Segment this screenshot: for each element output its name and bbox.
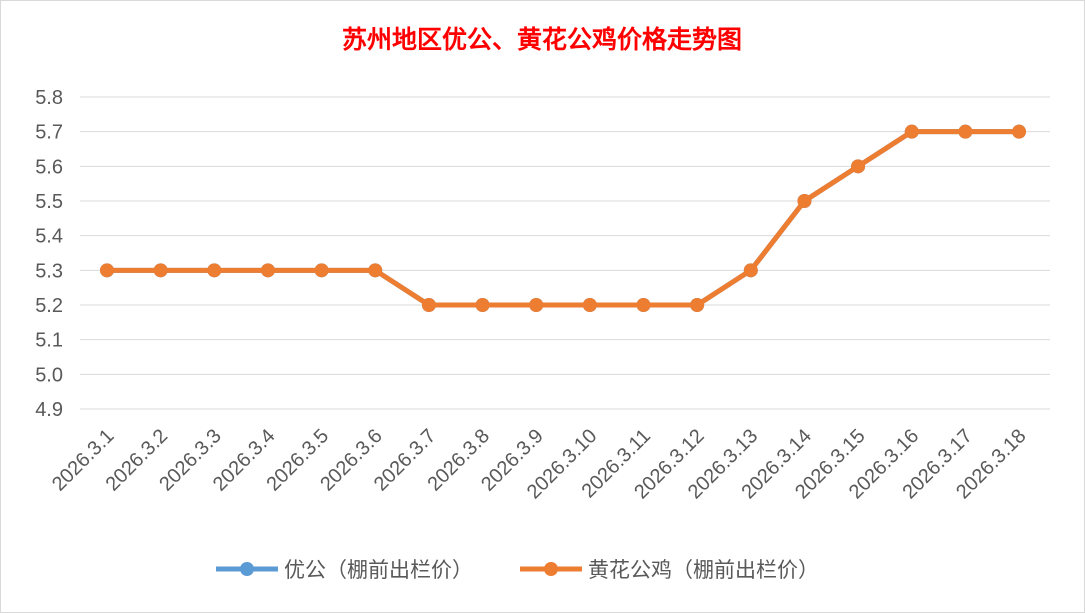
data-point [904,124,919,139]
series-line [107,129,1020,308]
data-point [207,263,222,278]
gridlines [80,96,1050,410]
y-tick-label: 4.9 [35,399,63,421]
legend-swatch-marker [544,562,558,576]
legend-item: 优公（棚前出栏价） [216,558,473,582]
y-tick-label: 5.1 [35,330,63,352]
series-1 [100,124,1027,312]
data-point [797,194,812,208]
y-tick-label: 5.0 [35,364,63,386]
legend-label: 黄花公鸡（棚前出栏价） [588,558,819,582]
series-2 [100,124,1027,312]
data-point [1012,124,1027,139]
data-point [475,298,490,312]
data-point [529,298,544,312]
data-point [100,263,114,278]
data-point [958,124,973,139]
y-tick-label: 5.4 [35,226,63,248]
data-point [260,263,275,278]
data-point [421,298,436,312]
series-layer [100,124,1027,312]
legend-label: 优公（棚前出栏价） [284,558,473,582]
x-axis-ticks: 2026.3.12026.3.22026.3.32026.3.42026.3.5… [48,425,1031,503]
y-tick-label: 5.7 [35,122,63,144]
data-point [636,298,651,312]
series-line [107,129,1020,308]
y-tick-label: 5.2 [35,295,63,317]
y-tick-label: 5.3 [35,260,63,282]
data-point [153,263,168,278]
data-point [743,263,758,278]
data-point [582,298,597,312]
legend: 优公（棚前出栏价） 黄花公鸡（棚前出栏价） [216,558,819,582]
y-axis-ticks: 4.9 5.0 5.1 5.2 5.3 5.4 5.5 5.6 5.7 5.8 [35,87,63,421]
y-tick-label: 5.8 [35,87,63,109]
y-tick-label: 5.6 [35,156,63,178]
chart-title: 苏州地区优公、黄花公鸡价格走势图 [342,25,742,54]
data-point [851,159,866,174]
legend-swatch-marker [240,562,254,576]
legend-item: 黄花公鸡（棚前出栏价） [520,558,819,582]
data-point [314,263,329,278]
data-point [690,298,705,312]
data-point [368,263,383,278]
y-tick-label: 5.5 [35,191,63,213]
